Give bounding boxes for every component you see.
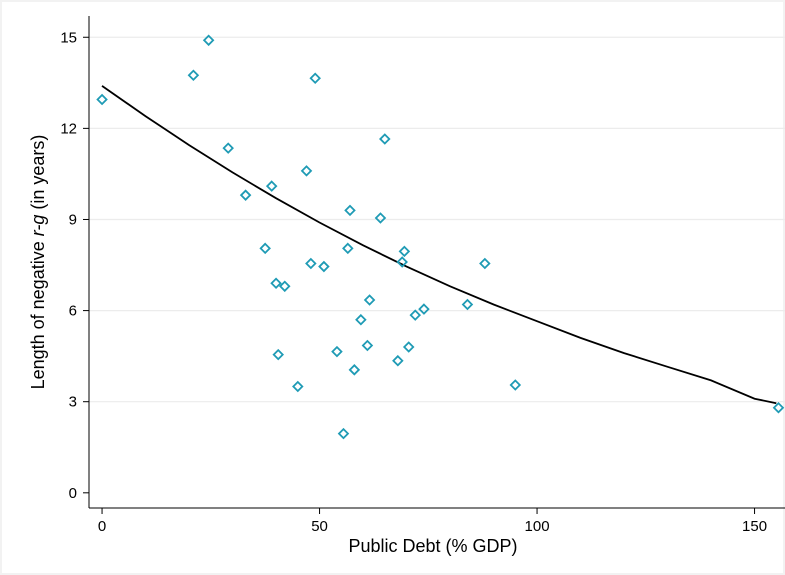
data-point [96, 93, 108, 106]
data-point [418, 303, 430, 315]
data-point [361, 339, 374, 352]
data-point [461, 298, 474, 311]
data-point [344, 204, 356, 217]
data-point [318, 260, 330, 273]
x-axis-title: Public Debt (% GDP) [348, 536, 517, 556]
x-tick-label-0: 0 [98, 518, 106, 535]
y-axis-title-part-3: (in years) [28, 135, 48, 215]
data-points [96, 34, 785, 440]
data-point [300, 165, 313, 177]
data-point [305, 257, 317, 270]
y-tick-label-12: 12 [60, 120, 77, 137]
data-point [309, 72, 321, 85]
data-point [363, 294, 376, 306]
x-tick-label-50: 50 [311, 518, 328, 535]
gridlines [89, 36, 785, 403]
data-point [278, 280, 291, 293]
data-point [187, 69, 200, 81]
data-point [239, 189, 252, 201]
data-point [259, 242, 271, 255]
y-tick-label-6: 6 [69, 303, 77, 320]
data-point [270, 277, 282, 290]
data-point [331, 345, 343, 358]
y-axis-title: Length of negative r-g (in years) [28, 135, 48, 390]
y-axis-title-part-1: Length of negative [28, 236, 48, 389]
data-point [222, 142, 234, 154]
fit-curve [101, 85, 777, 405]
y-tick-label-3: 3 [69, 394, 77, 411]
data-point [392, 354, 404, 367]
data-point [272, 348, 284, 361]
data-point [348, 364, 361, 376]
data-point [337, 427, 350, 440]
x-tick-label-150: 150 [742, 518, 767, 535]
y-tick-label-0: 0 [69, 485, 77, 502]
data-point [379, 133, 391, 145]
y-tick-label-9: 9 [69, 211, 77, 228]
data-point [402, 341, 415, 353]
data-point [396, 256, 408, 268]
data-point [374, 212, 387, 224]
data-point [355, 313, 367, 326]
data-point [409, 309, 422, 321]
data-point [265, 180, 278, 192]
data-point [292, 380, 304, 393]
data-point [772, 402, 785, 414]
data-point [479, 257, 491, 270]
y-axis-title-part-2: r-g [28, 215, 48, 237]
data-point [342, 242, 354, 255]
x-tick-label-100: 100 [525, 518, 550, 535]
data-point [202, 34, 215, 47]
data-point [398, 245, 411, 258]
y-tick-label-15: 15 [60, 29, 77, 46]
data-point [509, 379, 522, 391]
axes [83, 16, 785, 514]
